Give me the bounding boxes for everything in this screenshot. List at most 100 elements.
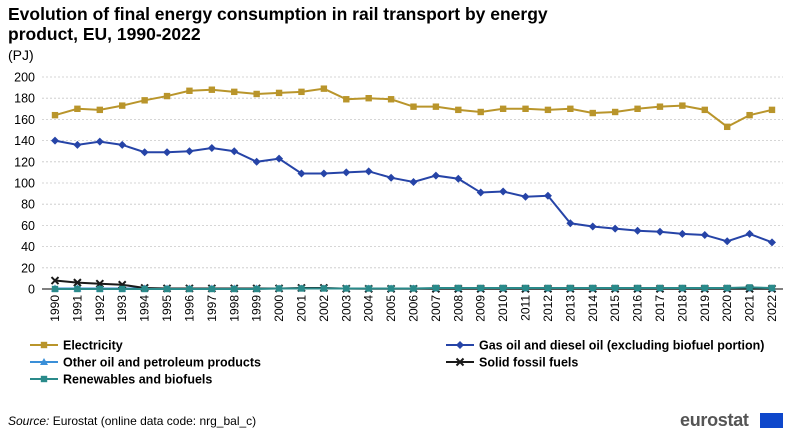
data-point [543,191,552,200]
data-point [432,284,440,292]
x-tick-label: 2017 [653,295,667,322]
data-point [275,89,283,97]
data-point [410,285,417,292]
data-point [208,285,216,293]
data-point [455,284,462,292]
data-point [611,108,619,116]
data-point [51,285,59,293]
data-point [297,169,306,178]
data-point [231,88,238,96]
x-tick-label: 1993 [115,295,129,322]
x-tick-label: 1998 [227,295,241,322]
data-point [745,229,754,238]
x-tick-label: 2002 [317,295,331,322]
data-point [476,188,485,197]
eu-flag-icon [760,413,783,428]
data-point [231,285,238,293]
data-point [342,168,351,177]
data-point [320,85,328,92]
x-tick-label: 1990 [48,295,62,322]
data-point [477,108,484,116]
data-point [431,171,440,180]
eurostat-logo: eurostat [680,410,749,430]
x-tick-label: 2012 [541,295,555,322]
data-point [522,284,529,292]
x-tick-label: 2022 [765,295,779,322]
data-point [656,284,664,292]
data-point [298,285,305,292]
data-point [544,106,552,114]
y-tick-label: 0 [28,283,35,297]
legend-marker [455,357,465,367]
data-point [409,177,418,186]
data-point [589,109,596,117]
data-point [51,111,59,119]
legend-label: Solid fossil fuels [479,356,578,370]
legend-marker [40,358,48,365]
data-point [73,140,82,149]
data-point [656,103,664,110]
chart-title: Evolution of final energy consumption in… [8,4,548,44]
data-point [521,192,530,201]
data-point [477,284,484,292]
data-point [95,137,104,146]
y-axis-unit-label: (PJ) [8,47,34,63]
data-point [522,105,529,112]
x-tick-label: 1997 [205,295,219,322]
data-point [723,237,732,246]
data-point [499,105,507,112]
data-point [611,224,620,233]
data-point [566,219,575,228]
data-point [701,284,708,292]
legend-marker [456,341,464,349]
data-point [185,147,194,156]
x-tick-label: 2001 [294,295,308,322]
y-tick-label: 40 [21,240,35,254]
data-point [319,169,328,178]
x-tick-label: 2014 [586,295,600,322]
data-point [163,285,171,293]
data-point [74,285,81,293]
data-point [700,230,709,239]
data-point [275,285,283,292]
x-tick-label: 1999 [250,295,264,322]
x-tick-label: 2000 [272,295,286,322]
x-tick-label: 2005 [384,295,398,322]
source-label: Source: [8,414,50,428]
x-tick-label: 1996 [182,295,196,322]
data-point [140,148,149,157]
x-tick-label: 2015 [608,295,622,322]
x-tick-label: 1992 [93,295,107,322]
source-text: Eurostat (online data code: nrg_bal_c) [52,414,257,428]
x-tick-label: 2021 [743,295,757,322]
x-tick-label: 2007 [429,295,443,322]
x-tick-label: 1991 [70,295,84,322]
data-point [455,106,462,114]
legend-marker [40,375,48,383]
data-point [253,90,260,98]
series-line [54,139,773,244]
legend-label: Renewables and biofuels [63,373,212,387]
data-point [186,285,193,293]
x-tick-label: 2008 [451,295,465,322]
data-point [163,92,171,100]
data-point [118,140,127,149]
legend-label: Other oil and petroleum products [63,356,261,370]
data-point [163,148,172,157]
data-point [768,238,776,247]
data-point [74,105,81,112]
x-tick-label: 2020 [720,295,734,322]
data-point [768,284,776,292]
data-point [343,96,350,103]
y-tick-label: 200 [14,71,35,85]
x-tick-label: 2010 [496,295,510,322]
data-point [701,106,708,114]
legend-label: Gas oil and diesel oil (excluding biofue… [479,339,764,353]
data-point [410,103,417,110]
data-point [634,284,641,292]
y-tick-label: 60 [21,219,35,233]
data-point [119,102,126,109]
data-point [387,173,396,182]
data-point [454,174,463,183]
data-point [746,284,753,291]
